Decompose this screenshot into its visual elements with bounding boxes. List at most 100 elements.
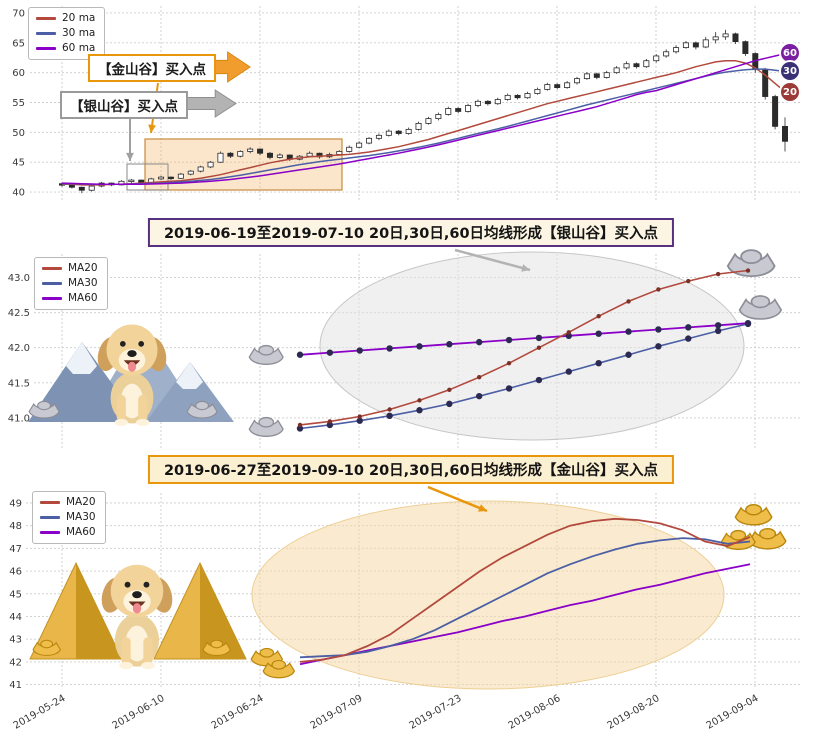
svg-text:43: 43 [9, 635, 22, 646]
ma20-line-swatch [36, 17, 56, 20]
silver-ingot-icon [738, 295, 783, 320]
gold-ingot-icon [262, 659, 296, 679]
silver-ingot-icon [726, 249, 776, 277]
svg-text:2019-06-10: 2019-06-10 [111, 693, 167, 732]
top-legend: 20 ma 30 ma 60 ma [28, 7, 106, 60]
legend-label: MA30 [66, 511, 96, 523]
svg-text:42.5: 42.5 [8, 308, 30, 319]
svg-text:2019-09-04: 2019-09-04 [705, 693, 761, 732]
ma30-endpoint-badge: 30 [779, 60, 801, 82]
title-pointer-arrow [427, 485, 488, 513]
legend-label: MA60 [66, 526, 96, 538]
svg-text:47: 47 [9, 544, 22, 555]
legend-item: 30 ma [36, 26, 95, 41]
ma30-line-swatch [42, 282, 62, 285]
ma20-line-swatch [40, 501, 60, 504]
svg-text:2019-08-06: 2019-08-06 [507, 693, 563, 732]
silver-ingot-icon [248, 416, 284, 437]
dog-mountain-scene [28, 324, 234, 426]
legend-label: 20 ma [62, 12, 96, 24]
bottom-legend: MA20 MA30 MA60 [32, 491, 106, 544]
mid-legend: MA20 MA30 MA60 [34, 257, 108, 310]
legend-item: 20 ma [36, 11, 95, 26]
svg-text:42.0: 42.0 [8, 343, 30, 354]
x-axis-labels: 2019-05-24 2019-06-10 2019-06-24 2019-07-09… [12, 693, 761, 732]
ma60-line-swatch [42, 297, 62, 300]
gold-ingot-icon [748, 527, 787, 550]
silver-valley-block-arrow [183, 89, 237, 118]
dog-pyramid-scene [29, 561, 247, 670]
ma60-line-swatch [40, 531, 60, 534]
svg-text:40: 40 [12, 188, 25, 199]
svg-text:46: 46 [9, 567, 22, 578]
ma30-line-swatch [36, 32, 56, 35]
legend-label: MA60 [68, 292, 98, 304]
legend-item: MA30 [40, 510, 96, 525]
ma-line-MA30 [299, 323, 749, 430]
silver-valley-highlight-ellipse [319, 251, 745, 441]
svg-text:42: 42 [9, 657, 22, 668]
grid: 70 65 60 55 50 45 40 [12, 6, 800, 202]
golden-valley-title: 2019-06-27至2019-09-10 20日,30日,60日均线形成【金山… [147, 455, 675, 484]
svg-text:41: 41 [9, 680, 22, 691]
svg-text:49: 49 [9, 498, 22, 509]
silver-valley-annotation: 【银山谷】买入点 [60, 91, 188, 119]
svg-text:48: 48 [9, 521, 22, 532]
silver-valley-pointer-arrow [126, 118, 134, 161]
svg-text:2019-07-23: 2019-07-23 [408, 693, 464, 732]
ma60-line-swatch [36, 47, 56, 50]
ma20-endpoint-badge: 20 [779, 81, 801, 103]
ma-line-MA20 [299, 269, 749, 426]
svg-text:60: 60 [12, 68, 25, 79]
svg-text:2019-07-09: 2019-07-09 [309, 693, 365, 732]
golden-valley-highlight-ellipse [251, 500, 725, 690]
ma-line-20ma [62, 59, 786, 186]
ma20-line-swatch [42, 267, 62, 270]
legend-item: MA60 [42, 291, 98, 306]
ma-line-60ma [61, 52, 786, 186]
svg-text:41.5: 41.5 [8, 378, 30, 389]
legend-label: MA20 [66, 496, 96, 508]
legend-item: MA60 [40, 525, 96, 540]
golden-valley-annotation: 【金山谷】买入点 [88, 54, 216, 82]
svg-text:70: 70 [12, 8, 25, 19]
ma30-line-swatch [40, 516, 60, 519]
svg-text:65: 65 [12, 38, 25, 49]
svg-text:44: 44 [9, 612, 22, 623]
svg-text:55: 55 [12, 98, 25, 109]
legend-item: MA30 [42, 276, 98, 291]
ma-markers-MA20 [297, 268, 751, 428]
ma-markers-MA30 [296, 320, 752, 432]
legend-item: MA20 [42, 261, 98, 276]
svg-text:41.0: 41.0 [8, 413, 30, 424]
silver-ingot-icon [248, 344, 284, 365]
candlesticks [59, 29, 789, 194]
silver-ingot-icon [28, 400, 60, 419]
silver-valley-panel: 43.0 42.5 42.0 41.5 41.0 [8, 248, 800, 450]
svg-text:43.0: 43.0 [8, 273, 30, 284]
svg-text:2019-06-24: 2019-06-24 [210, 693, 266, 732]
svg-text:2019-08-20: 2019-08-20 [606, 693, 662, 732]
legend-label: MA30 [68, 277, 98, 289]
legend-label: 30 ma [62, 27, 96, 39]
ma-line-MA60 [299, 322, 749, 356]
legend-label: MA20 [68, 262, 98, 274]
dog-illustration [97, 324, 167, 426]
legend-item: 60 ma [36, 41, 95, 56]
svg-text:50: 50 [12, 128, 25, 139]
silver-valley-title: 2019-06-19至2019-07-10 20日,30日,60日均线形成【银山… [147, 218, 675, 247]
title-pointer-arrow [454, 248, 531, 272]
ma-line-MA20 [299, 517, 751, 663]
gold-ingot-icon [202, 639, 231, 656]
ma-line-MA30 [299, 537, 751, 659]
svg-text:45: 45 [12, 158, 25, 169]
legend-label: 60 ma [62, 42, 96, 54]
gold-ingot-icon [32, 639, 61, 656]
svg-text:2019-05-24: 2019-05-24 [12, 693, 68, 732]
svg-text:45: 45 [9, 589, 22, 600]
candlestick-panel: 70 65 60 55 50 45 40 [12, 6, 800, 202]
legend-item: MA20 [40, 495, 96, 510]
ma-line-30ma [62, 68, 786, 186]
